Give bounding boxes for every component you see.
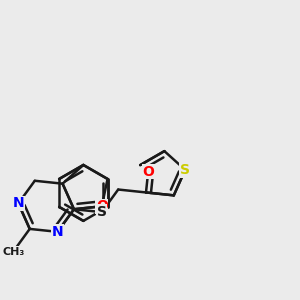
- Text: N: N: [52, 225, 63, 239]
- Text: O: O: [96, 199, 108, 213]
- Text: S: S: [97, 205, 107, 219]
- Text: S: S: [180, 163, 190, 177]
- Text: N: N: [13, 196, 24, 210]
- Text: CH₃: CH₃: [2, 247, 24, 256]
- Text: O: O: [142, 165, 154, 178]
